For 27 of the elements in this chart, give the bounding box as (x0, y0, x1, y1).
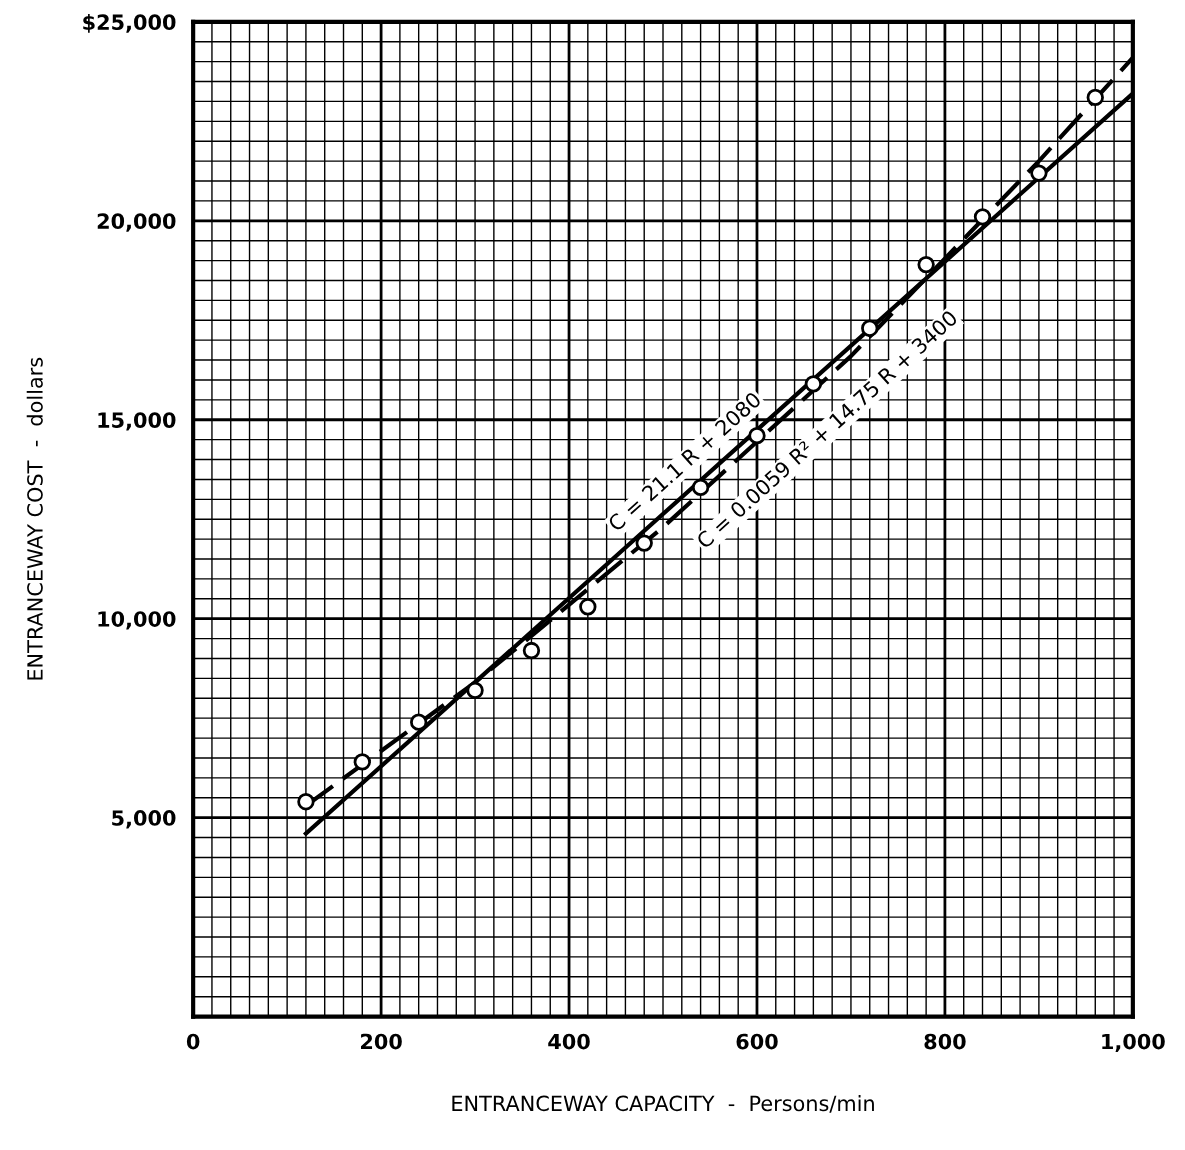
point (466, 681, 484, 699)
y-tick-label: 10,000 (98, 611, 176, 630)
point (1086, 88, 1104, 107)
point (522, 641, 541, 660)
y-axis-title: ENTRANCEWAY COST - dollars (26, 357, 43, 680)
point (917, 255, 935, 274)
y-tick-label: 20,000 (97, 213, 176, 232)
x-axis-title: ENTRANCEWAY CAPACITY - Persons/min (452, 1095, 874, 1113)
x-tick-label: 400 (548, 1033, 590, 1050)
x-tick-label: 1,000 (1102, 1033, 1165, 1053)
point (861, 319, 879, 337)
point (691, 478, 710, 497)
y-tick-label: 5,000 (112, 810, 176, 829)
point (579, 598, 597, 616)
point (804, 375, 823, 393)
y-tick-label: 15,000 (98, 412, 176, 431)
y-tick-label: $25,000 (83, 13, 176, 33)
point (635, 534, 653, 552)
x-tick-label: 200 (361, 1033, 402, 1050)
point (353, 753, 371, 771)
x-tick-label: 800 (924, 1033, 966, 1050)
x-tick-label: 600 (736, 1033, 778, 1050)
point (410, 713, 428, 731)
point (973, 208, 992, 226)
point (1030, 164, 1048, 182)
point (297, 793, 315, 811)
x-tick-label: 0 (186, 1033, 200, 1050)
